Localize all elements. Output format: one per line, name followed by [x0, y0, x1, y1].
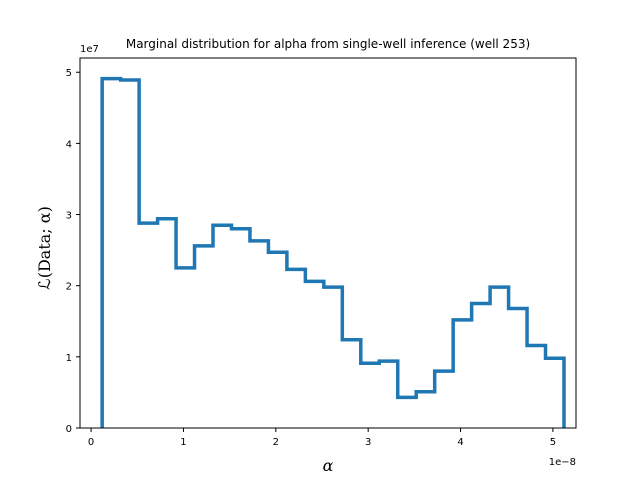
x-tick-label: 1	[180, 437, 186, 448]
y-tick-label: 2	[66, 282, 72, 293]
y-tick-label: 4	[66, 139, 72, 150]
axes: 0 1 2 3 4 5 0 1 2 3 4 5	[66, 57, 577, 448]
y-axis-label: ℒ(Data; α)	[35, 206, 54, 290]
x-axis-label: α	[323, 456, 334, 475]
y-tick-label: 0	[66, 424, 72, 435]
x-tick-label: 5	[550, 437, 556, 448]
y-offset-label: 1e7	[80, 44, 99, 55]
chart-title: Marginal distribution for alpha from sin…	[126, 37, 530, 51]
y-tick-label: 1	[66, 353, 72, 364]
axes-frame	[79, 57, 577, 429]
x-tick-label: 2	[273, 437, 279, 448]
plot-area	[100, 76, 566, 428]
histogram-step-line	[100, 76, 566, 428]
x-tick-label: 3	[365, 437, 371, 448]
x-offset-label: 1e−8	[549, 457, 576, 468]
x-tick-label: 4	[457, 437, 463, 448]
y-tick-label: 5	[66, 68, 72, 79]
y-tick-label: 3	[66, 211, 72, 222]
x-tick-label: 0	[88, 437, 94, 448]
